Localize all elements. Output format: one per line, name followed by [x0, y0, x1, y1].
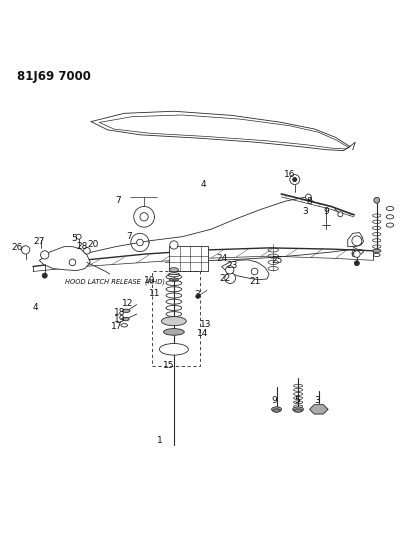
Text: 21: 21	[248, 277, 260, 286]
Circle shape	[195, 294, 199, 298]
Circle shape	[251, 268, 257, 275]
Ellipse shape	[169, 278, 178, 281]
Text: 4: 4	[200, 180, 206, 189]
Text: 4: 4	[33, 303, 38, 312]
Circle shape	[289, 175, 299, 184]
Text: 18: 18	[113, 309, 125, 317]
Text: 3: 3	[313, 395, 319, 405]
Ellipse shape	[271, 407, 281, 412]
Ellipse shape	[168, 273, 179, 277]
Circle shape	[305, 194, 311, 200]
Text: 7: 7	[126, 232, 132, 241]
Circle shape	[42, 273, 47, 278]
Text: 14: 14	[197, 329, 208, 338]
Text: 11: 11	[149, 289, 160, 298]
Ellipse shape	[312, 407, 324, 412]
Ellipse shape	[122, 309, 130, 312]
Text: 16: 16	[283, 170, 295, 179]
Text: 17: 17	[111, 321, 122, 330]
Text: 6: 6	[350, 249, 356, 259]
Circle shape	[354, 261, 358, 265]
Ellipse shape	[385, 223, 393, 227]
Circle shape	[337, 212, 342, 217]
Polygon shape	[309, 405, 327, 414]
Text: 3: 3	[302, 207, 308, 216]
Circle shape	[76, 234, 81, 239]
Bar	[169, 246, 208, 271]
Ellipse shape	[161, 317, 186, 326]
Text: 81J69 7000: 81J69 7000	[17, 70, 90, 83]
Circle shape	[21, 246, 30, 254]
Text: 9: 9	[271, 395, 277, 405]
Text: 7: 7	[115, 196, 121, 205]
Ellipse shape	[373, 197, 379, 203]
Ellipse shape	[372, 249, 380, 253]
Circle shape	[292, 177, 296, 182]
Polygon shape	[39, 247, 90, 271]
Circle shape	[169, 241, 178, 249]
Polygon shape	[221, 260, 268, 280]
Text: 23: 23	[225, 261, 237, 270]
Text: 12: 12	[121, 299, 133, 308]
Circle shape	[136, 239, 143, 246]
Text: 27: 27	[33, 237, 45, 246]
Text: 26: 26	[12, 243, 23, 252]
Circle shape	[351, 236, 361, 246]
Text: 28: 28	[76, 242, 88, 251]
Text: 10: 10	[144, 276, 155, 285]
Circle shape	[69, 259, 76, 265]
Circle shape	[225, 265, 233, 274]
Text: HOOD LATCH RELEASE  (RHD): HOOD LATCH RELEASE (RHD)	[65, 279, 165, 286]
Text: 24: 24	[215, 254, 227, 263]
Ellipse shape	[159, 343, 188, 355]
Text: 5: 5	[294, 395, 299, 405]
Text: 3: 3	[194, 290, 199, 299]
Text: 25: 25	[271, 256, 282, 265]
Ellipse shape	[272, 409, 280, 412]
Ellipse shape	[385, 215, 393, 219]
Ellipse shape	[121, 318, 129, 321]
Text: 22: 22	[219, 274, 230, 284]
Text: 13: 13	[200, 320, 211, 329]
Text: 15: 15	[163, 361, 174, 370]
Text: 1: 1	[156, 436, 162, 445]
Ellipse shape	[373, 253, 379, 256]
Ellipse shape	[121, 324, 127, 327]
Text: 8: 8	[305, 197, 311, 206]
Ellipse shape	[293, 409, 301, 412]
Circle shape	[40, 251, 49, 259]
Bar	[152, 271, 199, 366]
Text: 19: 19	[114, 315, 126, 324]
Text: 20: 20	[87, 240, 99, 248]
Text: 9: 9	[323, 207, 328, 216]
Text: 2: 2	[356, 237, 361, 246]
Ellipse shape	[292, 407, 303, 412]
Circle shape	[353, 251, 359, 257]
Circle shape	[224, 273, 235, 284]
Ellipse shape	[169, 268, 178, 272]
Ellipse shape	[385, 206, 393, 211]
Ellipse shape	[163, 329, 184, 335]
Circle shape	[83, 247, 90, 254]
Polygon shape	[347, 232, 363, 247]
Circle shape	[140, 213, 148, 221]
Text: 5: 5	[71, 234, 76, 243]
